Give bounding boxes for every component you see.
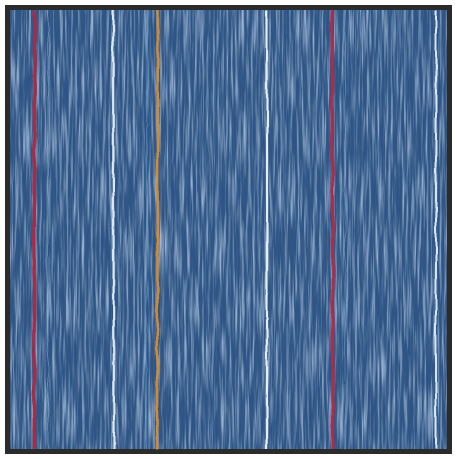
- carpet-fiber-texture: [10, 10, 447, 449]
- orange-stripe: [155, 9, 160, 450]
- red-stripe: [32, 9, 37, 450]
- red-stripe: [330, 9, 335, 450]
- faint-stripe: [145, 9, 148, 450]
- white-stripe: [111, 9, 116, 450]
- stripes: [32, 9, 437, 450]
